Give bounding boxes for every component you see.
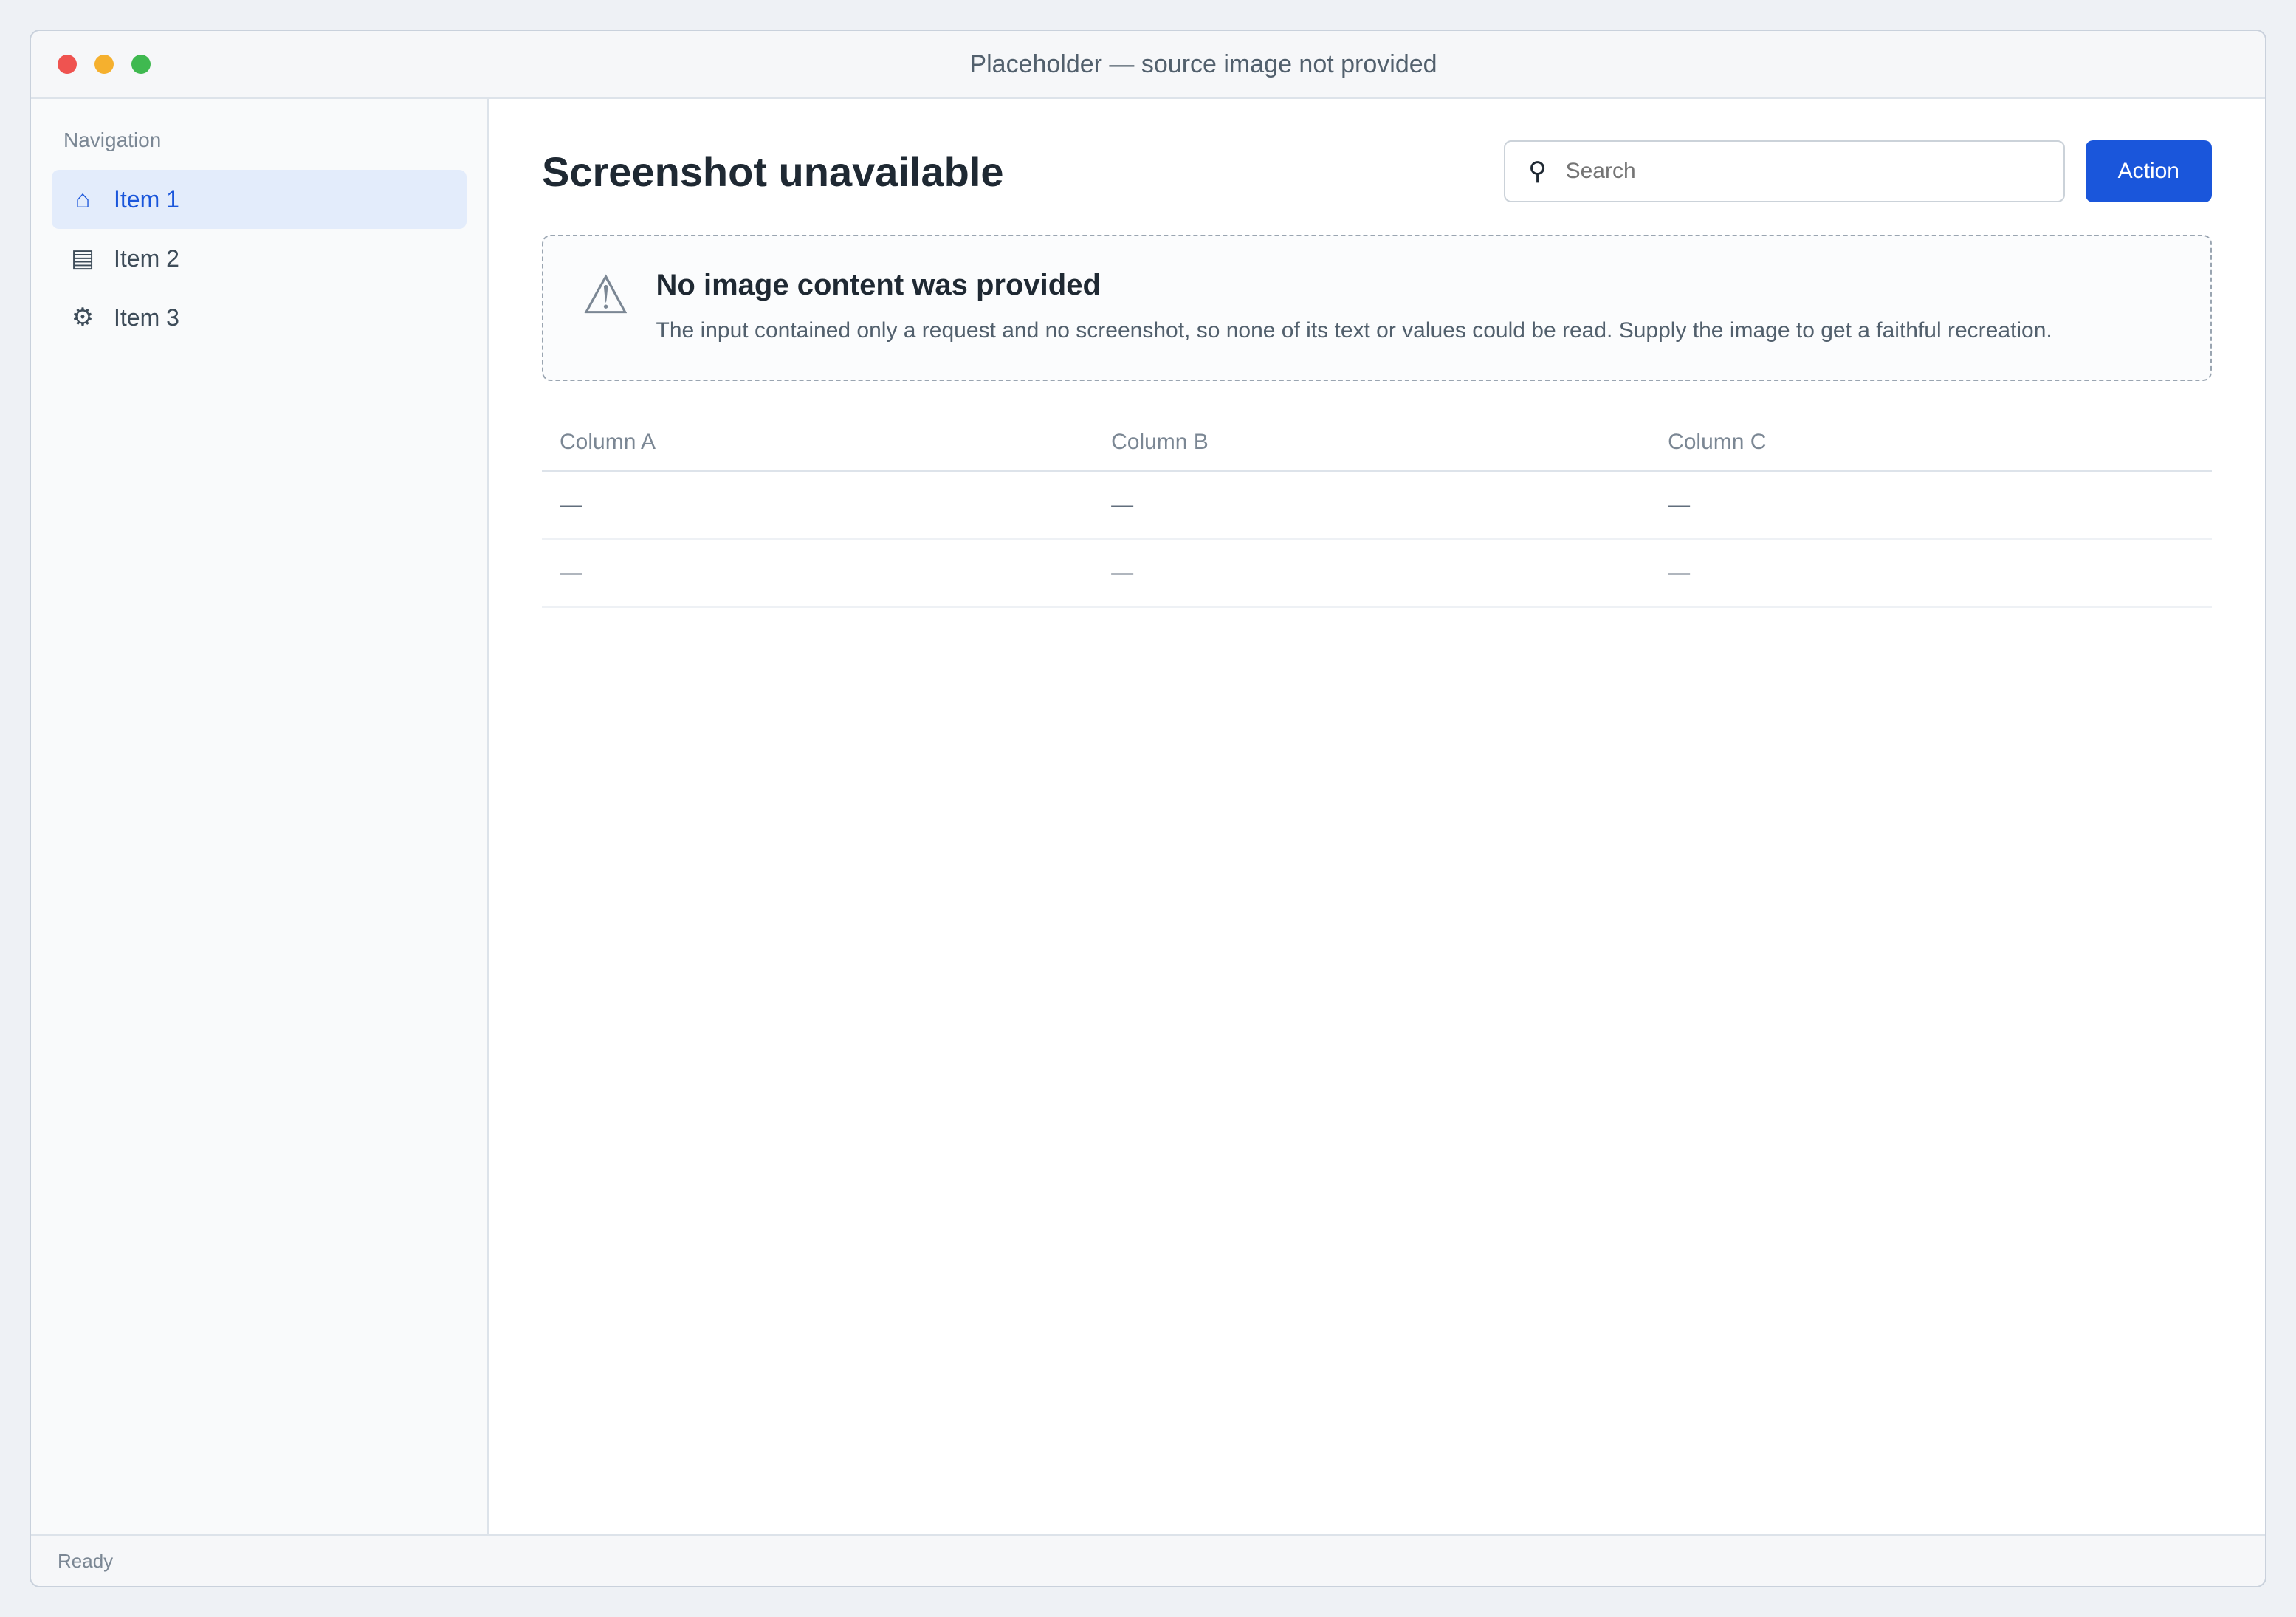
- column-header[interactable]: Column A: [542, 413, 1094, 472]
- home-icon: ⌂: [75, 185, 91, 213]
- status-text: Ready: [58, 1549, 114, 1572]
- notice-text: No image content was provided The input …: [656, 269, 2052, 347]
- sidebar-item-label: Item 3: [114, 303, 179, 331]
- gear-icon: ⚙: [71, 303, 94, 332]
- page-title: Screenshot unavailable: [542, 148, 1004, 195]
- sidebar-item-2[interactable]: ▤ Item 2: [52, 229, 467, 288]
- data-table: Column A Column B Column C — — — — — —: [542, 413, 2212, 608]
- sidebar-item-label: Item 1: [114, 185, 179, 213]
- table-row[interactable]: — — —: [542, 539, 2212, 608]
- notice-heading: No image content was provided: [656, 269, 1101, 301]
- main-header: Screenshot unavailable ⚲ Action: [542, 140, 2212, 202]
- table-cell: —: [542, 539, 1094, 608]
- app-window: Placeholder — source image not provided …: [30, 30, 2266, 1587]
- window-title: Placeholder — source image not provided: [969, 49, 1437, 78]
- table-cell: —: [1650, 471, 2212, 540]
- table-row[interactable]: — — —: [542, 471, 2212, 540]
- missing-image-notice: ⚠ No image content was provided The inpu…: [542, 235, 2212, 381]
- sidebar-item-3[interactable]: ⚙ Item 3: [52, 288, 467, 347]
- sidebar-item-label: Item 2: [114, 244, 179, 272]
- sidebar-heading: Navigation: [63, 128, 162, 151]
- table-cell: —: [1093, 471, 1651, 540]
- minimize-window-button[interactable]: [94, 55, 114, 74]
- warning-icon: ⚠: [582, 266, 630, 325]
- table-header-row: Column A Column B Column C: [542, 413, 2212, 472]
- main-content: Screenshot unavailable ⚲ Action ⚠ No ima…: [489, 99, 2265, 1534]
- primary-action-button[interactable]: Action: [2085, 140, 2212, 202]
- folder-icon: ▤: [70, 244, 95, 272]
- maximize-window-button[interactable]: [131, 55, 151, 74]
- search-input[interactable]: [1565, 159, 2046, 184]
- status-bar: Ready: [31, 1534, 2265, 1586]
- close-window-button[interactable]: [58, 55, 77, 74]
- table-cell: —: [1650, 539, 2212, 608]
- sidebar-item-1[interactable]: ⌂ Item 1: [52, 170, 467, 229]
- notice-body: The input contained only a request and n…: [656, 318, 2052, 343]
- column-header[interactable]: Column B: [1093, 413, 1651, 472]
- title-bar: Placeholder — source image not provided: [31, 31, 2265, 99]
- search-icon: ⚲: [1528, 157, 1547, 185]
- app-body: Navigation ⌂ Item 1 ▤ Item 2 ⚙ Item 3 Sc…: [31, 99, 2265, 1534]
- search-box[interactable]: ⚲: [1503, 140, 2065, 202]
- table-cell: —: [542, 471, 1094, 540]
- sidebar: Navigation ⌂ Item 1 ▤ Item 2 ⚙ Item 3: [31, 99, 489, 1534]
- table-cell: —: [1093, 539, 1651, 608]
- column-header[interactable]: Column C: [1650, 413, 2212, 472]
